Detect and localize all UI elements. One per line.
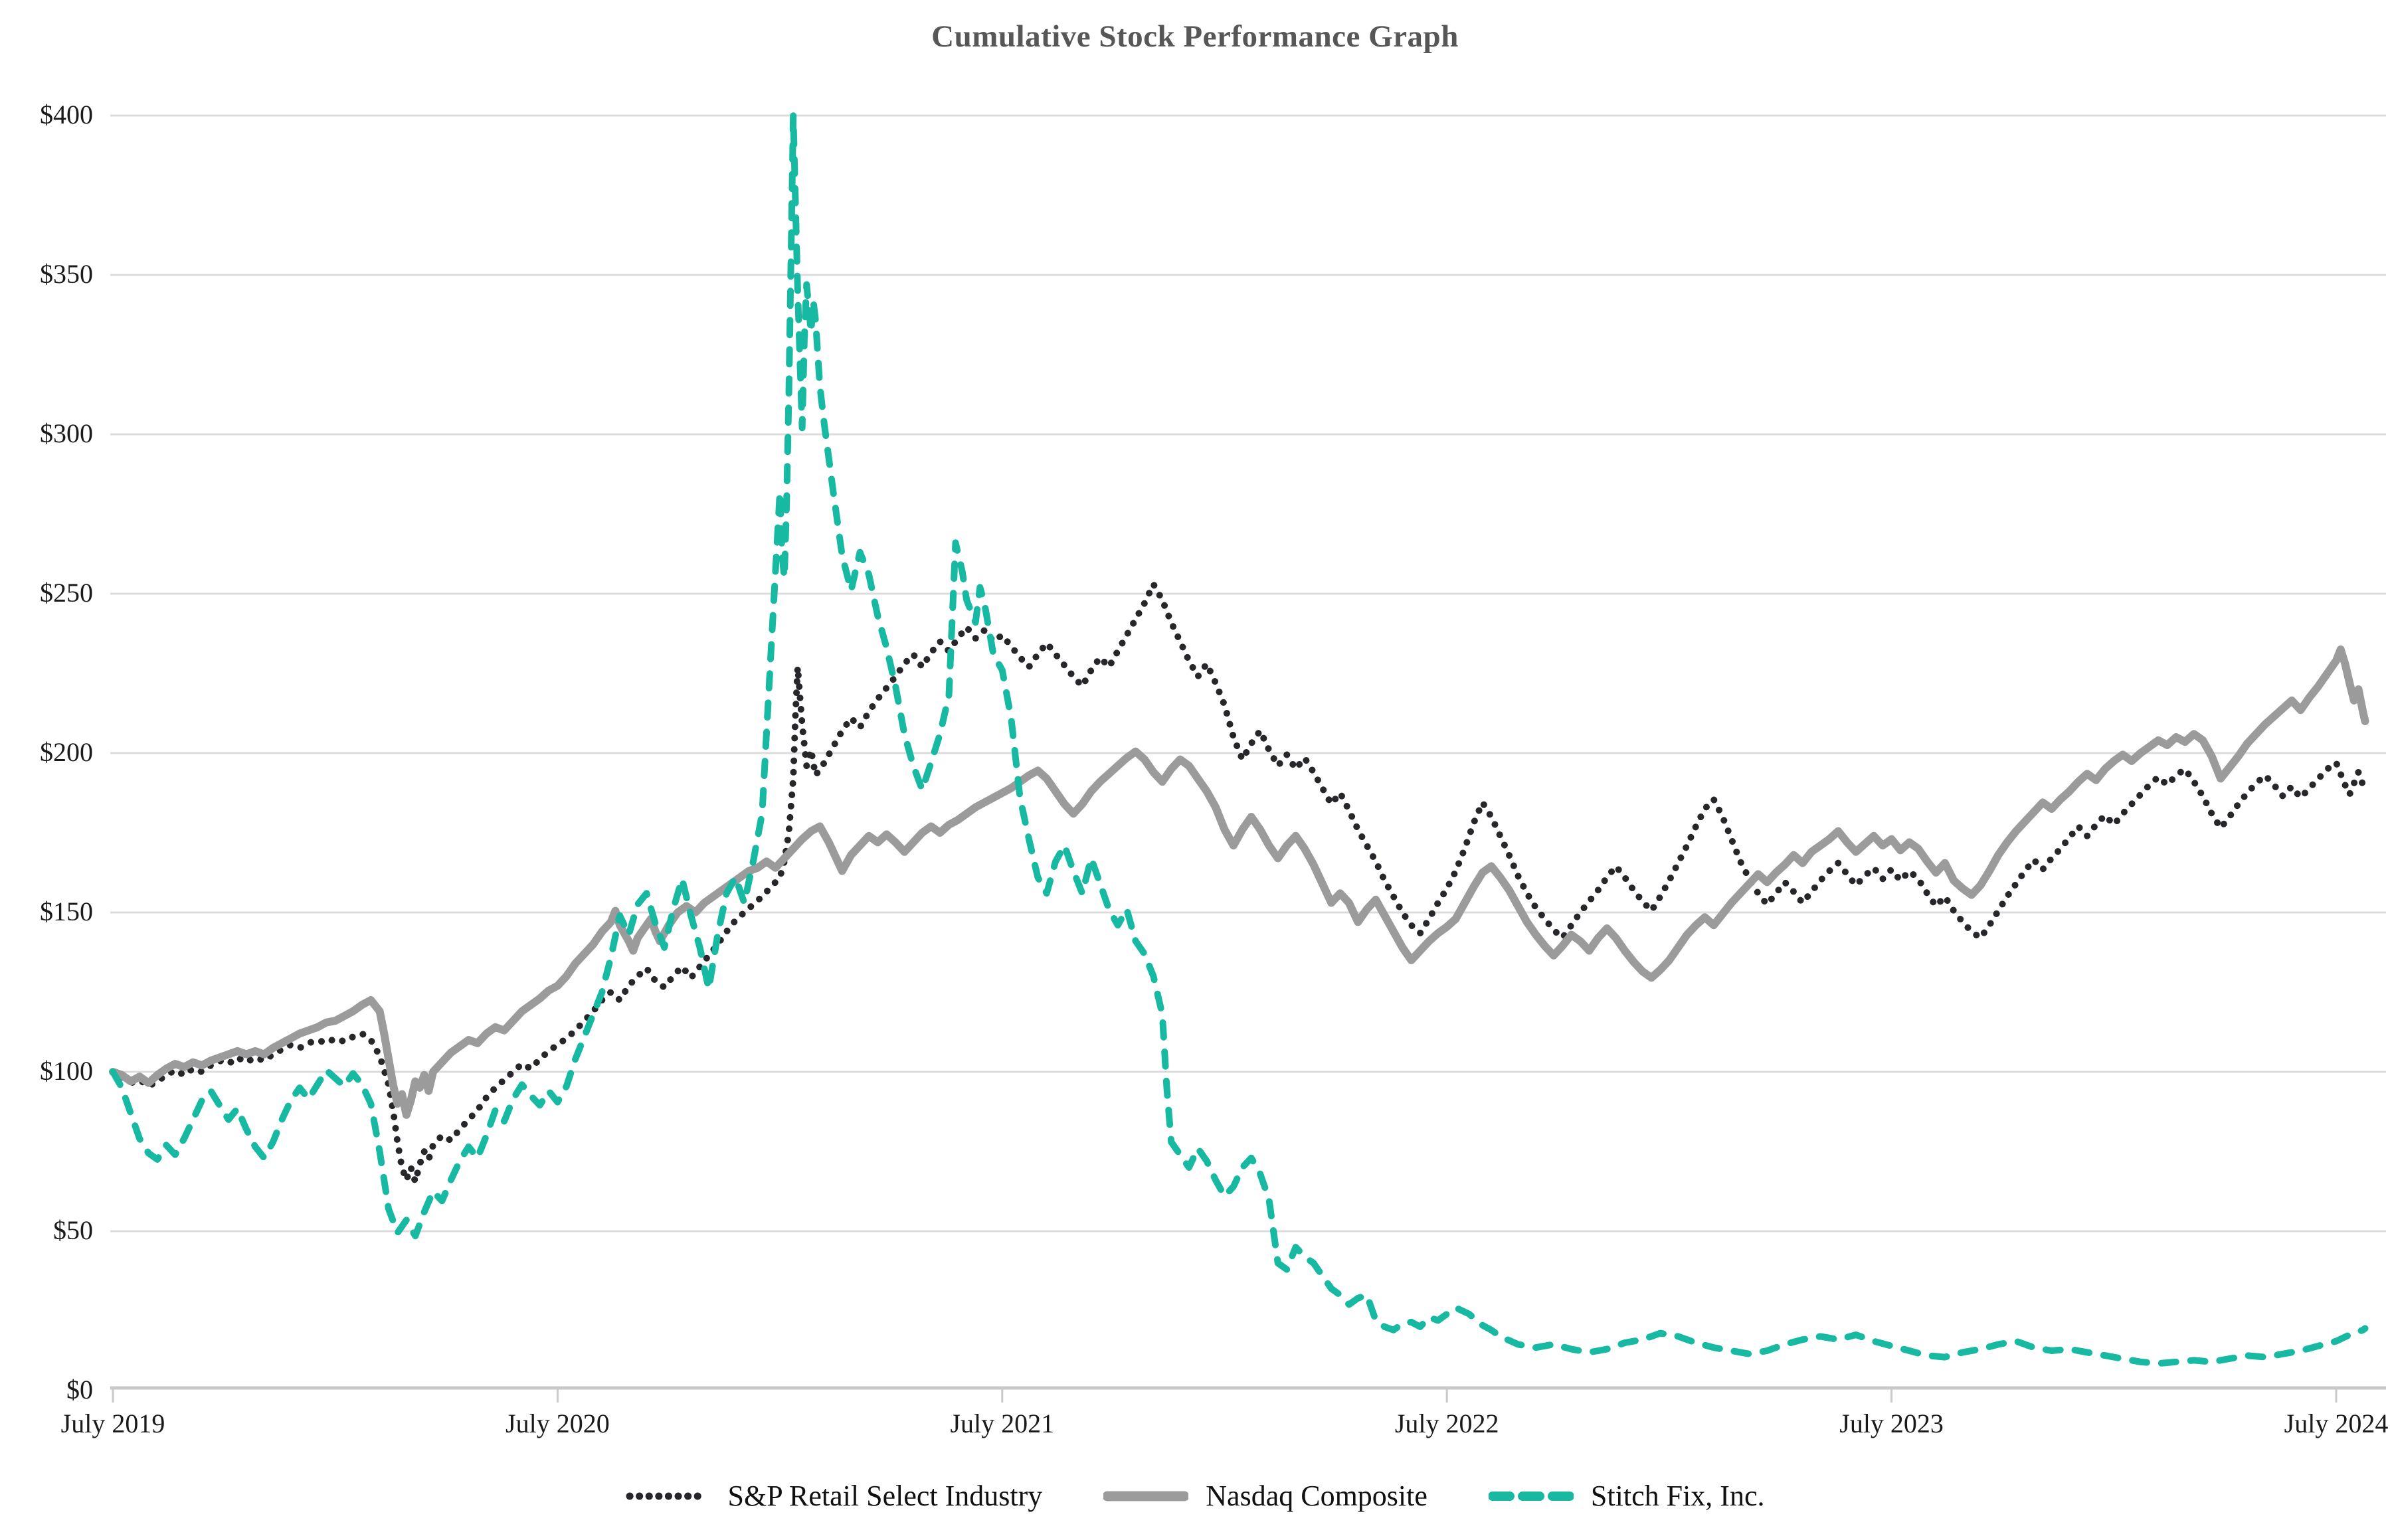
dotted-line-swatch-icon [626,1492,710,1500]
y-axis-label-200: $200 [40,737,93,767]
x-axis-label-4: July 2023 [1839,1409,1944,1438]
legend-label: Stitch Fix, Inc. [1590,1480,1765,1512]
chart-title: Cumulative Stock Performance Graph [931,19,1459,54]
series-line-stitch-fix-inc [110,112,2369,1367]
series-line-s-p-retail-select-industry [110,580,2369,1185]
chart-legend: S&P Retail Select Industry Nasdaq Composi… [0,1473,2390,1519]
series-line-nasdaq-composite [109,645,2369,1119]
x-axis-label-5: July 2024 [2284,1409,2389,1438]
x-axis-label-0: July 2019 [60,1409,165,1438]
y-axis-label-400: $400 [40,100,93,129]
y-axis-label-300: $300 [40,418,93,448]
y-axis-label-150: $150 [40,897,93,926]
x-axis-label-2: July 2021 [950,1409,1055,1438]
legend-item-s-p-retail-select-industry: S&P Retail Select Industry [626,1480,1043,1512]
dashed-line-swatch-icon [1488,1492,1574,1501]
x-axis-label-1: July 2020 [506,1409,610,1438]
x-axis-label-3: July 2022 [1394,1409,1499,1438]
y-axis-label-250: $250 [40,578,93,608]
legend-label: S&P Retail Select Industry [727,1480,1043,1512]
y-axis-label-350: $350 [40,259,93,289]
legend-item-nasdaq-composite: Nasdaq Composite [1103,1482,1427,1511]
solid-line-swatch-icon [1103,1491,1189,1501]
y-axis-label-100: $100 [40,1056,93,1086]
legend-item-stitch-fix-inc: Stitch Fix, Inc. [1488,1480,1765,1512]
legend-label: Nasdaq Composite [1206,1480,1427,1512]
y-axis-label-50: $50 [53,1215,93,1245]
y-axis-label-0: $0 [66,1375,93,1405]
